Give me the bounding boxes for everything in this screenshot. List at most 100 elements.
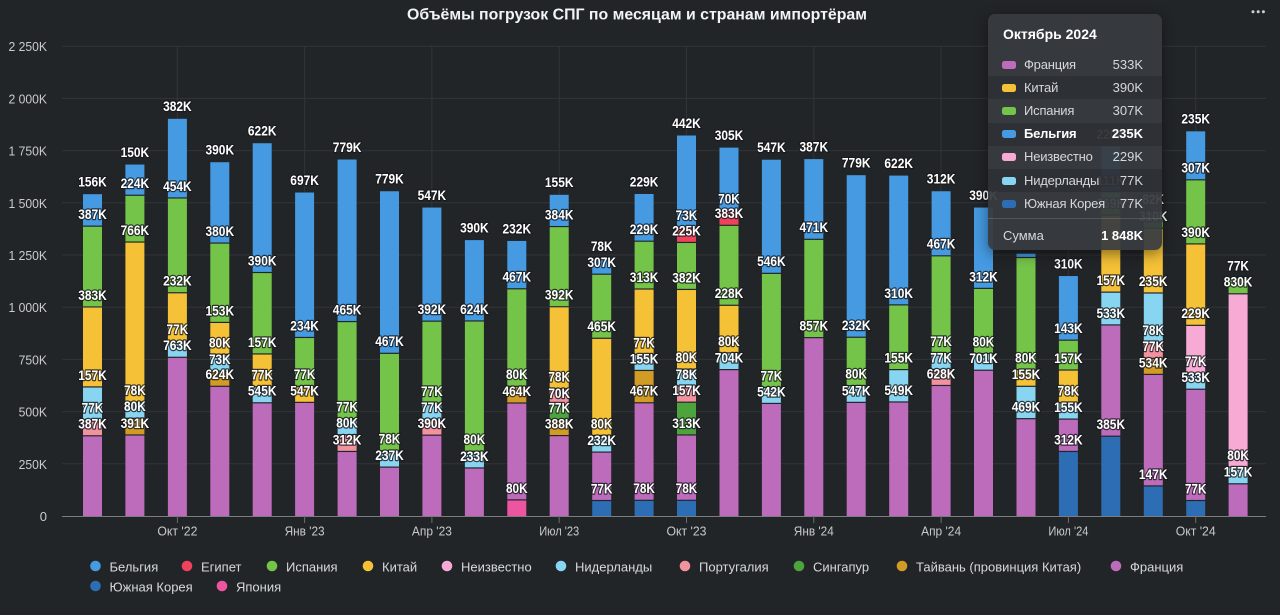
svg-text:392K: 392K [418, 302, 447, 317]
svg-text:471K: 471K [800, 220, 829, 235]
svg-text:77K: 77K [82, 401, 104, 416]
svg-text:Южная Корея: Южная Корея [110, 580, 193, 595]
svg-text:465K: 465K [587, 319, 616, 334]
svg-text:1 750K: 1 750K [9, 144, 48, 159]
svg-text:542K: 542K [757, 384, 786, 399]
svg-text:157K: 157K [1224, 465, 1253, 480]
svg-text:312K: 312K [1054, 432, 1083, 447]
svg-text:77K: 77K [591, 481, 613, 496]
svg-text:Июл '24: Июл '24 [1048, 525, 1088, 539]
svg-text:Египет: Египет [201, 560, 242, 575]
svg-text:77K: 77K [1185, 481, 1207, 496]
svg-text:77K: 77K [1185, 354, 1207, 369]
svg-text:157K: 157K [672, 383, 701, 398]
svg-text:229K: 229K [1181, 306, 1210, 321]
svg-text:228K: 228K [715, 286, 744, 301]
svg-text:310K: 310K [884, 286, 913, 301]
svg-text:80K: 80K [124, 399, 146, 414]
svg-text:467K: 467K [927, 237, 956, 252]
svg-text:80K: 80K [209, 335, 231, 350]
svg-text:830K: 830K [1224, 275, 1253, 290]
svg-text:312K: 312K [927, 172, 956, 187]
svg-text:80K: 80K [973, 334, 995, 349]
svg-text:750K: 750K [19, 352, 48, 367]
svg-text:312K: 312K [333, 432, 362, 447]
svg-text:237K: 237K [375, 448, 404, 463]
svg-text:467K: 467K [630, 384, 659, 399]
svg-text:155K: 155K [545, 175, 574, 190]
svg-text:77K: 77K [421, 400, 443, 415]
svg-text:549K: 549K [884, 383, 913, 398]
svg-text:390K: 390K [248, 253, 277, 268]
svg-text:534K: 534K [1139, 355, 1168, 370]
svg-text:70K: 70K [718, 192, 740, 207]
svg-text:Апр '24: Апр '24 [921, 525, 961, 539]
svg-text:232K: 232K [842, 318, 871, 333]
svg-text:500K: 500K [19, 405, 48, 420]
svg-text:77K: 77K [930, 334, 952, 349]
svg-text:383K: 383K [78, 288, 107, 303]
svg-text:442K: 442K [672, 116, 701, 131]
svg-text:143K: 143K [1054, 321, 1083, 336]
svg-text:704K: 704K [715, 351, 744, 366]
svg-text:380K: 380K [206, 224, 235, 239]
svg-text:77K: 77K [930, 350, 952, 365]
svg-text:390K: 390K [418, 416, 447, 431]
svg-text:2 250K: 2 250K [9, 39, 48, 54]
svg-text:312K: 312K [969, 269, 998, 284]
svg-text:2 000K: 2 000K [9, 91, 48, 106]
svg-text:467K: 467K [375, 334, 404, 349]
svg-text:547K: 547K [757, 140, 786, 155]
svg-text:763K: 763K [163, 338, 192, 353]
svg-text:533K: 533K [1097, 306, 1126, 321]
svg-text:382K: 382K [163, 99, 192, 114]
svg-text:80K: 80K [718, 334, 740, 349]
svg-text:155K: 155K [1012, 367, 1041, 382]
svg-text:467K: 467K [503, 270, 532, 285]
svg-text:150K: 150K [121, 145, 150, 160]
svg-text:235K: 235K [1181, 112, 1210, 127]
svg-text:779K: 779K [375, 172, 404, 187]
svg-text:73K: 73K [676, 208, 698, 223]
svg-text:Янв '24: Янв '24 [794, 525, 834, 539]
svg-text:157K: 157K [1054, 351, 1083, 366]
svg-text:Япония: Япония [236, 580, 281, 595]
svg-text:232K: 232K [163, 274, 192, 289]
svg-text:469K: 469K [1012, 400, 1041, 415]
svg-text:545K: 545K [248, 384, 277, 399]
svg-text:622K: 622K [884, 156, 913, 171]
svg-text:547K: 547K [290, 383, 319, 398]
svg-text:Португалия: Португалия [699, 560, 769, 575]
svg-text:313K: 313K [630, 270, 659, 285]
svg-text:155K: 155K [884, 351, 913, 366]
svg-text:547K: 547K [418, 188, 447, 203]
svg-text:77K: 77K [167, 322, 189, 337]
svg-text:Сингапур: Сингапур [813, 560, 869, 575]
svg-text:147K: 147K [1139, 467, 1168, 482]
svg-text:Китай: Китай [382, 560, 417, 575]
svg-text:387K: 387K [78, 417, 107, 432]
svg-text:80K: 80K [591, 416, 613, 431]
svg-text:77K: 77K [336, 400, 358, 415]
svg-text:77K: 77K [1227, 259, 1249, 274]
svg-text:392K: 392K [545, 288, 574, 303]
svg-text:78K: 78K [1142, 323, 1164, 338]
svg-text:390K: 390K [460, 220, 489, 235]
svg-text:78K: 78K [124, 383, 146, 398]
svg-text:546K: 546K [757, 254, 786, 269]
svg-text:385K: 385K [1097, 417, 1126, 432]
svg-text:383K: 383K [715, 206, 744, 221]
svg-text:779K: 779K [842, 156, 871, 171]
svg-text:382K: 382K [672, 270, 701, 285]
svg-text:73K: 73K [209, 352, 231, 367]
svg-text:628K: 628K [927, 366, 956, 381]
svg-text:232K: 232K [503, 221, 532, 236]
svg-text:Окт '24: Окт '24 [1176, 525, 1216, 539]
svg-text:857K: 857K [800, 319, 829, 334]
svg-text:624K: 624K [206, 367, 235, 382]
svg-text:77K: 77K [633, 335, 655, 350]
svg-text:622K: 622K [248, 124, 277, 139]
svg-text:310K: 310K [1054, 256, 1083, 271]
svg-text:305K: 305K [715, 128, 744, 143]
svg-text:Июл '23: Июл '23 [539, 525, 579, 539]
